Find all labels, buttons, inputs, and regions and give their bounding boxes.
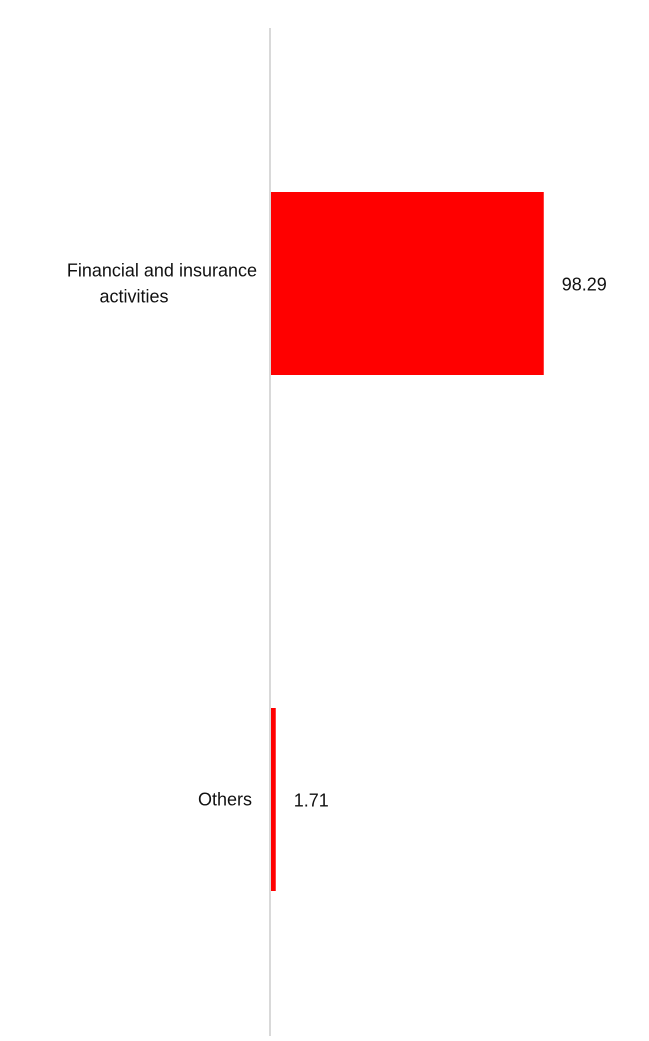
- category-label-others: Others: [198, 790, 252, 810]
- category-label-line: activities: [99, 287, 168, 307]
- category-labels-group: Financial and insurance activities Others: [67, 261, 257, 810]
- category-label-financial-and-insurance-activities: Financial and insurance activities: [67, 261, 257, 307]
- bar-others: [271, 708, 276, 891]
- bars-group: [271, 192, 544, 891]
- bar-financial-and-insurance-activities: [271, 192, 544, 375]
- value-label-others: 1.71: [294, 791, 329, 811]
- category-label-line: Financial and insurance: [67, 261, 257, 281]
- value-labels-group: 98.29 1.71: [294, 275, 607, 811]
- value-label-financial-and-insurance-activities: 98.29: [562, 275, 607, 295]
